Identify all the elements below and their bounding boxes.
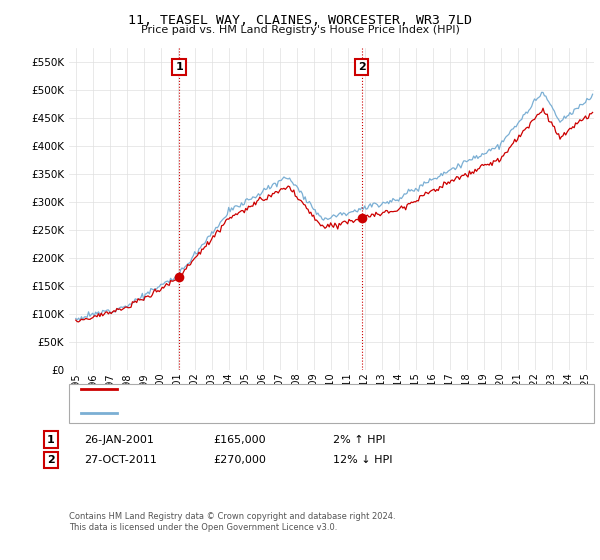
Text: 2: 2 [47, 455, 55, 465]
Text: Price paid vs. HM Land Registry's House Price Index (HPI): Price paid vs. HM Land Registry's House … [140, 25, 460, 35]
Text: HPI: Average price, detached house, Wychavon: HPI: Average price, detached house, Wych… [123, 408, 370, 418]
Text: 1: 1 [47, 435, 55, 445]
Text: £270,000: £270,000 [213, 455, 266, 465]
Text: 2: 2 [358, 62, 365, 72]
Text: 1: 1 [175, 62, 183, 72]
Text: 26-JAN-2001: 26-JAN-2001 [84, 435, 154, 445]
Text: 2% ↑ HPI: 2% ↑ HPI [333, 435, 385, 445]
Text: 27-OCT-2011: 27-OCT-2011 [84, 455, 157, 465]
Text: 12% ↓ HPI: 12% ↓ HPI [333, 455, 392, 465]
Text: 11, TEASEL WAY, CLAINES, WORCESTER, WR3 7LD (detached house): 11, TEASEL WAY, CLAINES, WORCESTER, WR3 … [123, 384, 479, 394]
Text: Contains HM Land Registry data © Crown copyright and database right 2024.
This d: Contains HM Land Registry data © Crown c… [69, 512, 395, 532]
Text: £165,000: £165,000 [213, 435, 266, 445]
Text: 11, TEASEL WAY, CLAINES, WORCESTER, WR3 7LD: 11, TEASEL WAY, CLAINES, WORCESTER, WR3 … [128, 14, 472, 27]
